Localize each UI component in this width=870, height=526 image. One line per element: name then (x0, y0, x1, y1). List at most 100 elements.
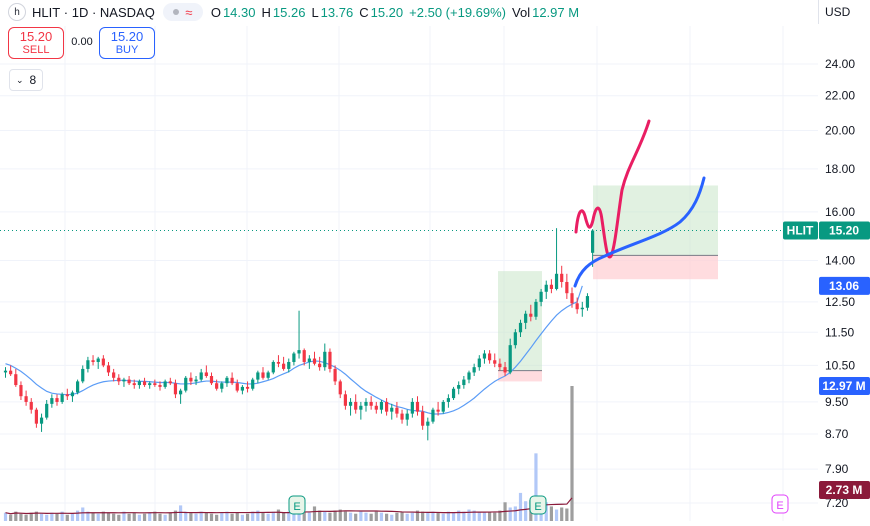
volume-bar (3, 512, 8, 521)
candle-body (256, 372, 260, 380)
candle-body (508, 345, 512, 373)
currency-selector[interactable]: USD (818, 0, 870, 24)
volume-bar (184, 511, 188, 521)
open-label: O (210, 4, 221, 20)
volume-bar (168, 512, 172, 521)
symbol-name[interactable]: HLIT (32, 4, 61, 20)
candle-body (390, 407, 394, 412)
volume-bar (9, 514, 13, 521)
volume-bar (81, 507, 85, 521)
candle-body (86, 360, 90, 369)
volume-bar (24, 514, 28, 521)
volume-badge-text: 12.97 M (822, 379, 865, 393)
candle-body (534, 301, 538, 317)
candle-body (312, 358, 317, 364)
y-tick-label: 18.00 (825, 162, 855, 176)
volume-bar (549, 506, 553, 521)
volume-bar (39, 513, 44, 521)
high-label: H (261, 4, 271, 20)
candle-body (374, 405, 378, 410)
y-tick-label: 20.00 (825, 123, 855, 137)
candle-body (410, 401, 414, 414)
low-label: L (311, 4, 319, 20)
market-status-pill[interactable]: ≈ (162, 3, 203, 21)
candle-body (570, 293, 574, 304)
candle-body (101, 358, 105, 366)
indicators-count: 8 (29, 73, 37, 87)
candle-body (343, 394, 347, 406)
volume-bar (86, 511, 90, 521)
volume-bar (436, 512, 440, 521)
volume-bar (122, 511, 126, 521)
volume-bar (101, 511, 105, 521)
y-tick-label: 22.00 (825, 89, 855, 103)
candle-body (287, 361, 291, 369)
candle-body (142, 381, 147, 386)
volume-bar (410, 512, 414, 521)
candle-body (240, 386, 244, 391)
candle-body (76, 381, 80, 393)
change-value: +2.50 (+19.69%) (409, 4, 507, 20)
candle-body (29, 401, 33, 410)
volume-bar (29, 512, 33, 521)
candle-body (405, 413, 409, 420)
volume-bar (312, 506, 317, 521)
volume-bar (266, 513, 270, 521)
volume-bar (220, 512, 224, 521)
volume-bar (302, 511, 306, 521)
earnings-marker[interactable] (529, 495, 547, 515)
candle-body (379, 401, 384, 410)
status-dot-icon (173, 9, 180, 15)
y-tick-label: 9.50 (825, 395, 849, 409)
interval[interactable]: 1D (71, 4, 89, 20)
volume-bar (65, 514, 69, 521)
candle-body (585, 296, 590, 308)
volume-bar (189, 512, 193, 521)
volume-bar (338, 509, 342, 521)
volume-bar (457, 510, 461, 521)
candle-body (235, 383, 239, 391)
candle-body (462, 379, 466, 386)
volume-bar (179, 505, 183, 521)
buy-label: BUY (115, 44, 139, 56)
volume-bar (431, 511, 435, 521)
volume-bar (45, 514, 49, 521)
ma-price-badge (819, 276, 870, 295)
indicators-toggle[interactable]: ⌄ 8 (9, 69, 44, 91)
volume-bar (132, 512, 136, 521)
candle-body (106, 365, 111, 373)
candle-body (127, 379, 131, 384)
candle-body (369, 401, 373, 406)
earnings-marker[interactable] (771, 494, 789, 514)
sell-button[interactable]: 15.20 SELL (8, 27, 64, 59)
candle-body (395, 407, 399, 414)
candle-body (431, 409, 435, 422)
candle-body (333, 368, 337, 382)
exchange: NASDAQ (99, 4, 155, 20)
moving-average-line (5, 285, 583, 415)
volume-bar (554, 509, 559, 521)
candle-body (328, 351, 332, 369)
candle-body (451, 388, 456, 399)
volume-bar (163, 514, 167, 521)
volume-bar (415, 510, 420, 521)
volume-bar (348, 512, 353, 521)
volume-bar (472, 510, 476, 521)
earnings-marker[interactable] (288, 495, 306, 515)
candle-body (513, 332, 517, 346)
volume-bar (230, 513, 234, 521)
candle-body (524, 313, 528, 323)
volume-bar (462, 511, 466, 521)
candle-body (544, 284, 548, 292)
candle-body (70, 392, 75, 397)
volume-bar (142, 513, 147, 521)
volume-bar (91, 512, 95, 521)
volume-bar (493, 512, 497, 521)
candle-body (436, 409, 440, 412)
candle-body (302, 350, 306, 362)
candle-body (364, 401, 368, 406)
buy-button[interactable]: 15.20 BUY (99, 27, 155, 59)
candle-body (19, 385, 23, 397)
